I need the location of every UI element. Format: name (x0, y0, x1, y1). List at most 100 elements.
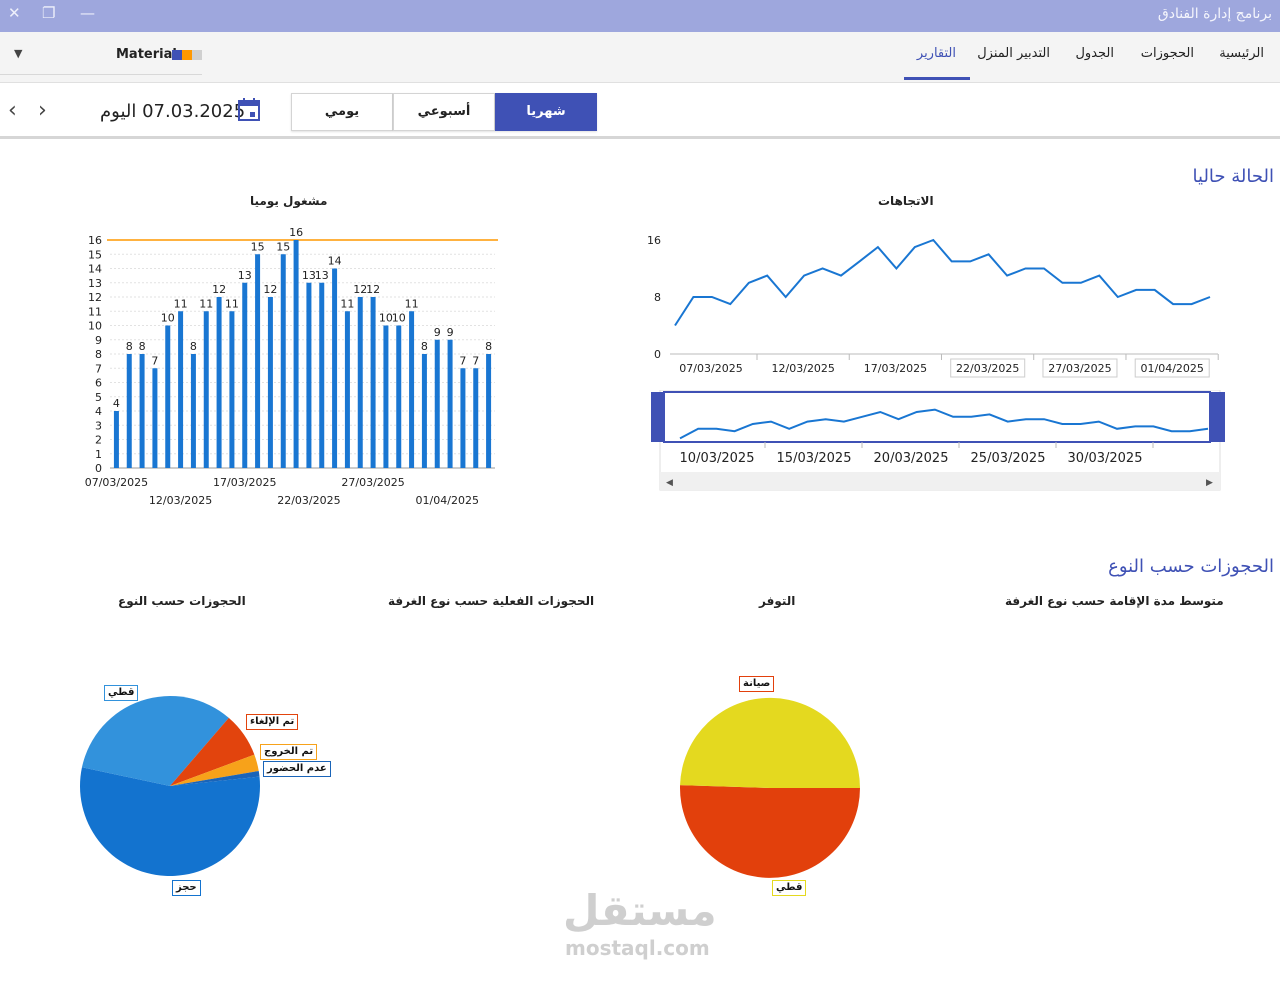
chart-title-actual-bookings: الحجوزات الفعلية حسب نوع الغرفة (388, 594, 595, 608)
bar (280, 254, 286, 468)
x-tick-label: 07/03/2025 (679, 362, 742, 375)
tab-schedule[interactable]: الجدول (1075, 46, 1114, 61)
chevron-down-icon[interactable]: ▼ (14, 47, 23, 60)
bar (447, 339, 453, 468)
bar-value-label: 8 (485, 340, 492, 353)
bar-value-label: 8 (190, 340, 197, 353)
watermark-url: mostaql.com (565, 936, 710, 960)
pie-slice (80, 767, 261, 877)
tab-bookings[interactable]: الحجوزات (1140, 46, 1194, 61)
bar (319, 282, 325, 468)
swatch-neutral (192, 50, 202, 60)
bar (229, 311, 235, 468)
bar (139, 354, 145, 468)
bar-value-label: 7 (151, 354, 158, 367)
close-icon[interactable]: ✕ (8, 4, 21, 22)
bar (216, 297, 222, 468)
pie-label-booking: حجز (172, 880, 201, 896)
bar (203, 311, 209, 468)
y-tick-label: 13 (88, 277, 102, 290)
bar (332, 268, 338, 468)
bar-value-label: 11 (174, 297, 188, 310)
y-tick-label: 12 (88, 291, 102, 304)
bar-value-label: 7 (472, 354, 479, 367)
prev-period-button[interactable]: ‹ (8, 98, 17, 123)
navigator-left-handle[interactable] (651, 392, 665, 442)
y-tick-label: 10 (88, 320, 102, 333)
period-weekly-button[interactable]: أسبوعي (393, 93, 495, 131)
x-tick-label: 27/03/2025 (1048, 362, 1111, 375)
bar-value-label: 13 (302, 269, 316, 282)
navigator-right-handle[interactable] (1211, 392, 1225, 442)
scroll-left-icon[interactable]: ◀ (666, 478, 673, 488)
bar-value-label: 12 (212, 283, 226, 296)
title-bar: ✕ ❐ — برنامج إدارة الفنادق (0, 0, 1280, 32)
range-navigator[interactable]: ◀ ▶ 10/03/2025 15/03/2025 20/03/2025 25/03/… (650, 390, 1230, 492)
bar-value-label: 12 (263, 283, 277, 296)
bar (178, 311, 184, 468)
bar (165, 325, 171, 468)
window-title: برنامج إدارة الفنادق (1157, 6, 1272, 22)
restore-icon[interactable]: ❐ (42, 4, 56, 22)
bar (126, 354, 132, 468)
pie-slice (170, 754, 259, 786)
y-tick-label: 8 (95, 348, 102, 361)
period-monthly-button[interactable]: شهريا (495, 93, 597, 131)
x-tick-label: 17/03/2025 (864, 362, 927, 375)
section-current-status: الحالة حاليا (1192, 166, 1274, 187)
y-tick-label: 2 (95, 434, 102, 447)
chart-title-availability: التوفر (759, 594, 796, 608)
bar (460, 368, 466, 468)
bar-value-label: 13 (238, 269, 252, 282)
tab-home[interactable]: الرئيسية (1219, 46, 1264, 61)
bar-value-label: 9 (434, 326, 441, 339)
nav-tick-label: 30/03/2025 (1068, 451, 1143, 466)
calendar-icon[interactable] (238, 97, 260, 121)
next-period-button[interactable]: › (38, 98, 47, 123)
nav-tick-label: 25/03/2025 (971, 451, 1046, 466)
navigator-scrollbar[interactable] (660, 472, 1220, 490)
y-tick-label: 16 (647, 234, 661, 247)
pie-label-cancelled: تم الإلغاء (246, 714, 299, 730)
section-bookings-by-type: الحجوزات حسب النوع (1108, 556, 1274, 577)
chart-title-trends: الاتجاهات (878, 194, 934, 208)
y-tick-label: 15 (88, 248, 102, 261)
bar-value-label: 12 (353, 283, 367, 296)
tab-housekeeping[interactable]: التدبير المنزل (977, 46, 1050, 61)
x-tick-label: 01/04/2025 (1141, 362, 1204, 375)
swatch-primary (172, 50, 182, 60)
bar (344, 311, 350, 468)
scroll-right-icon[interactable]: ▶ (1206, 478, 1213, 488)
bar-value-label: 4 (113, 397, 120, 410)
pie-slice (680, 785, 860, 878)
pie-label-maintenance: صيانة (739, 676, 775, 692)
bar (421, 354, 427, 468)
bar (190, 354, 196, 468)
bar-value-label: 10 (161, 312, 175, 325)
y-tick-label: 1 (95, 448, 102, 461)
bar-value-label: 8 (139, 340, 146, 353)
minimize-icon[interactable]: — (80, 4, 95, 22)
chart-title-avg-stay: متوسط مدة الإقامة حسب نوع الغرفة (1005, 594, 1224, 608)
bar (242, 282, 248, 468)
x-tick-label: 22/03/2025 (277, 494, 340, 507)
y-tick-label: 3 (95, 419, 102, 432)
period-daily-button[interactable]: يومي (291, 93, 393, 131)
x-tick-label: 17/03/2025 (213, 476, 276, 489)
y-tick-label: 8 (654, 291, 661, 304)
pie-slice (81, 696, 229, 786)
bar (383, 325, 389, 468)
pie-label-qati: قطي (104, 685, 139, 701)
pie-label-no-show: عدم الحضور (263, 761, 331, 777)
y-tick-label: 6 (95, 377, 102, 390)
x-tick-label: 01/04/2025 (416, 494, 479, 507)
nav-tick-label: 10/03/2025 (680, 451, 755, 466)
theme-selector[interactable] (0, 38, 202, 75)
tab-reports[interactable]: التقارير (916, 46, 956, 61)
bar (255, 254, 261, 468)
today-date-label[interactable]: 07.03.2025 اليوم (100, 101, 246, 122)
x-tick-label: 12/03/2025 (772, 362, 835, 375)
bar-value-label: 15 (276, 240, 290, 253)
bar-value-label: 16 (289, 226, 303, 239)
